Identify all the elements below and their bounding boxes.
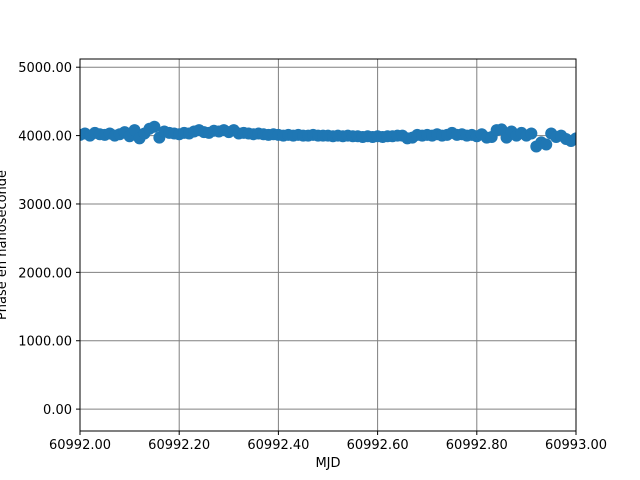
x-tick-label: 60992.00 bbox=[49, 438, 111, 453]
y-tick-label: 4000.00 bbox=[18, 130, 72, 145]
y-tick-label: 5000.00 bbox=[18, 61, 72, 76]
y-tick-label: 2000.00 bbox=[18, 266, 72, 281]
y-tick-label: 3000.00 bbox=[18, 198, 72, 213]
x-tick-label: 60993.00 bbox=[545, 438, 607, 453]
point bbox=[525, 127, 538, 140]
point bbox=[540, 138, 553, 151]
x-axis-label: MJD bbox=[315, 456, 340, 471]
y-axis-label: Phase en nanoseconde bbox=[0, 170, 10, 320]
x-tick-label: 60992.20 bbox=[148, 438, 210, 453]
plot-frame bbox=[79, 58, 577, 432]
x-tick-label: 60992.80 bbox=[446, 438, 508, 453]
point bbox=[570, 132, 576, 145]
x-tick-label: 60992.60 bbox=[347, 438, 409, 453]
y-tick-label: 0.00 bbox=[43, 403, 72, 418]
y-tick-label: 1000.00 bbox=[18, 335, 72, 350]
x-tick-label: 60992.40 bbox=[247, 438, 309, 453]
point bbox=[148, 120, 161, 133]
